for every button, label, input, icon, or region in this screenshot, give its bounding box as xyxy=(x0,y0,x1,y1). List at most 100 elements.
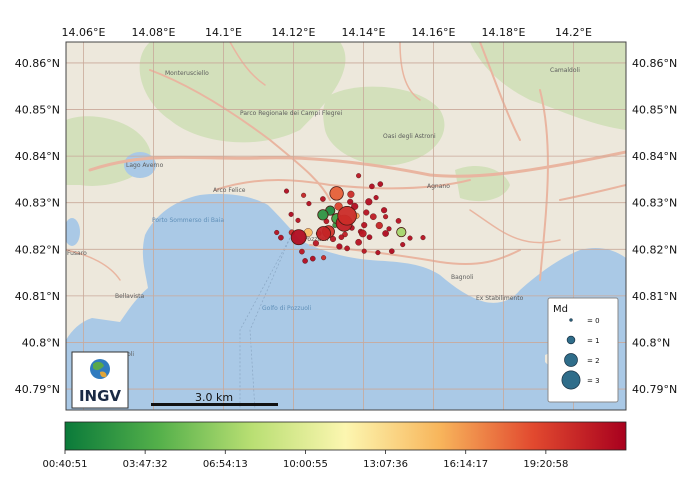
earthquake-marker[interactable] xyxy=(320,196,326,202)
earthquake-marker[interactable] xyxy=(363,209,370,216)
x-ticks-top: 14.06°E 14.08°E 14.1°E 14.12°E 14.14°E 14.16°… xyxy=(62,26,592,39)
place-label: Lago Averno xyxy=(126,162,164,169)
earthquake-marker[interactable] xyxy=(302,258,308,264)
map-frame xyxy=(65,41,627,411)
y-tick-label-right: 40.8°N xyxy=(632,336,670,349)
ingv-logo: INGV xyxy=(71,351,129,409)
colorbar-label: 13:07:36 xyxy=(363,459,408,470)
earthquake-marker[interactable] xyxy=(316,226,332,241)
earthquake-marker[interactable] xyxy=(329,235,337,243)
place-label: Pozzuoli xyxy=(304,236,329,243)
earthquake-marker[interactable] xyxy=(317,209,329,221)
colorbar-label: 03:47:32 xyxy=(123,459,168,470)
y-tick-label-left: 40.82°N xyxy=(15,243,60,256)
earthquake-marker[interactable] xyxy=(278,234,284,241)
colorbar-gradient xyxy=(64,421,627,451)
earthquake-marker[interactable] xyxy=(369,213,377,221)
earthquake-marker[interactable] xyxy=(344,245,350,252)
earthquake-marker[interactable] xyxy=(329,186,344,201)
roads xyxy=(66,42,626,281)
earthquake-marker[interactable] xyxy=(355,238,362,246)
earthquake-marker[interactable] xyxy=(290,229,307,246)
earthquake-marker[interactable] xyxy=(375,221,383,230)
y-tick-label-right: 40.79°N xyxy=(632,383,677,396)
earthquake-layer[interactable] xyxy=(274,173,426,264)
earthquake-marker[interactable] xyxy=(396,227,407,238)
y-tick-label-right: 40.81°N xyxy=(632,290,677,303)
y-tick-label-right: 40.85°N xyxy=(632,104,677,117)
earthquake-marker[interactable] xyxy=(377,181,384,187)
legend-label: = 3 xyxy=(587,377,600,385)
y-tick-label-right: 40.82°N xyxy=(632,243,677,256)
earthquake-marker[interactable] xyxy=(365,198,373,206)
place-label: Oasi degli Astroni xyxy=(383,133,436,140)
earthquake-marker[interactable] xyxy=(373,195,379,201)
earthquake-marker[interactable] xyxy=(420,235,426,241)
colorbar-label: 00:40:51 xyxy=(43,459,88,470)
place-label: Golfo di Pozzuoli xyxy=(262,305,312,312)
scale-bar: 3.0 km xyxy=(151,391,278,406)
place-label: Ex Stabilimento xyxy=(476,295,524,302)
earthquake-marker[interactable] xyxy=(321,255,327,261)
earthquake-marker[interactable] xyxy=(301,192,307,198)
earthquake-marker[interactable] xyxy=(299,248,305,255)
earthquake-marker[interactable] xyxy=(358,229,367,238)
x-tick-label: 14.08°E xyxy=(132,26,176,39)
earthquake-marker[interactable] xyxy=(347,190,355,198)
earthquake-marker[interactable] xyxy=(400,242,406,248)
y-tick-label-right: 40.83°N xyxy=(632,197,677,210)
y-tick-label-right: 40.86°N xyxy=(632,57,677,70)
colorbar-label: 06:54:13 xyxy=(203,459,248,470)
legend-title: Md xyxy=(553,304,568,315)
earthquake-marker[interactable] xyxy=(375,250,381,256)
y-ticks-left: 40.86°N 40.85°N 40.84°N 40.83°N 40.82°N 40.81… xyxy=(15,57,60,396)
earthquake-marker[interactable] xyxy=(306,201,312,207)
x-tick-label: 14.18°E xyxy=(482,26,526,39)
earthquake-marker[interactable] xyxy=(361,222,368,229)
earthquake-marker[interactable] xyxy=(407,235,413,241)
earthquake-marker[interactable] xyxy=(361,248,367,254)
legend-marker xyxy=(564,353,578,367)
colorbar-label: 16:14:17 xyxy=(443,459,488,470)
earthquake-marker[interactable] xyxy=(309,255,316,262)
earthquake-marker[interactable] xyxy=(312,240,319,247)
map-area[interactable]: Monterusciello Arco Felice Agnano Bagnol… xyxy=(64,42,626,410)
place-label: Parco Regionale dei Campi Flegrei xyxy=(240,110,343,117)
earthquake-marker[interactable] xyxy=(338,234,345,240)
earthquake-marker[interactable] xyxy=(382,230,389,237)
earthquake-marker[interactable] xyxy=(383,214,389,220)
earthquake-marker[interactable] xyxy=(356,173,362,179)
legend-marker xyxy=(569,318,573,322)
place-label: Arco Felice xyxy=(213,187,246,194)
earthquake-marker[interactable] xyxy=(347,198,354,205)
earthquake-marker[interactable] xyxy=(336,243,343,250)
earthquake-marker[interactable] xyxy=(334,202,343,211)
time-colorbar: 00:40:51 03:47:32 06:54:13 10:00:55 13:07:36… xyxy=(43,421,627,470)
earthquake-marker[interactable] xyxy=(337,206,357,226)
earthquake-marker[interactable] xyxy=(274,229,280,236)
earthquake-marker[interactable] xyxy=(369,183,375,190)
earthquake-marker[interactable] xyxy=(283,188,290,194)
earthquake-marker[interactable] xyxy=(288,211,294,217)
colorbar-label: 10:00:55 xyxy=(283,459,328,470)
x-tick-label: 14.14°E xyxy=(342,26,386,39)
earthquake-marker[interactable] xyxy=(386,226,392,232)
place-label: Camaldoli xyxy=(550,67,580,74)
place-label: Monterusciello xyxy=(165,70,209,77)
earthquake-marker[interactable] xyxy=(388,248,395,254)
earthquake-marker[interactable] xyxy=(395,218,402,224)
y-tick-label-left: 40.8°N xyxy=(22,336,60,349)
x-tick-label: 14.2°E xyxy=(555,26,592,39)
place-label: Bellavista xyxy=(115,293,145,300)
earthquake-marker[interactable] xyxy=(366,234,373,240)
place-label: Bagnoli xyxy=(451,274,474,281)
earthquake-marker[interactable] xyxy=(381,207,388,214)
place-label: Fusaro xyxy=(67,250,87,257)
y-tick-label-left: 40.81°N xyxy=(15,290,60,303)
grid-lines xyxy=(66,42,626,410)
earthquake-marker[interactable] xyxy=(295,217,301,223)
colorbar-label: 19:20:58 xyxy=(523,459,568,470)
logo-text: INGV xyxy=(79,387,121,405)
legend-label: = 1 xyxy=(587,337,600,345)
y-tick-label-left: 40.83°N xyxy=(15,197,60,210)
